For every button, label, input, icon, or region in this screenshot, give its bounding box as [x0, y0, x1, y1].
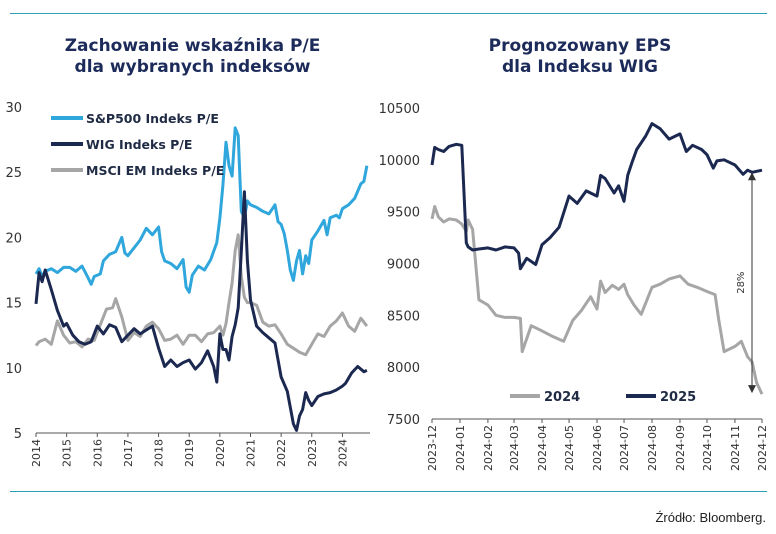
series-line-2025	[430, 122, 763, 271]
left-title-line1: Zachowanie wskaźnika P/E	[64, 36, 321, 56]
x-tick-label: 2017	[122, 439, 135, 467]
x-tick-label: 2024-10	[701, 425, 714, 471]
x-tick-label: 2024-09	[674, 425, 687, 471]
right-title-line2: dla Indeksu WIG	[502, 57, 658, 77]
right-title-line1: Prognozowany EPS	[488, 36, 672, 56]
x-tick-label: 2024-04	[536, 425, 549, 471]
y-tick-label: 5	[14, 427, 22, 442]
left-title-line2: dla wybranych indeksów	[74, 57, 311, 77]
x-tick-label: 2014	[30, 439, 43, 467]
x-tick-label: 2024-02	[482, 425, 495, 471]
y-tick-label: 15	[5, 297, 22, 312]
annotation-arrow-head-down	[748, 385, 756, 394]
annotation-label: 28%	[736, 272, 747, 294]
x-tick-label: 2020	[214, 439, 227, 467]
series-line-2	[34, 233, 369, 357]
legend-label: 2024	[544, 390, 580, 405]
annotation-arrow-head-up	[748, 172, 756, 181]
x-tick-label: 2016	[91, 439, 104, 467]
y-tick-label: 10	[5, 362, 22, 377]
x-tick-label: 2024	[336, 439, 349, 467]
source-note: Źródło: Bloomberg.	[655, 510, 766, 525]
x-tick-label: 2022	[275, 439, 288, 467]
left-pe-chart: 5 10 15 20 25 30 2014 2015 2016 2017 2018 2019 2020 2…	[5, 101, 370, 467]
x-tick-label: 2021	[244, 439, 257, 467]
legend-label: 2025	[660, 390, 696, 405]
x-tick-label: 2019	[183, 439, 196, 467]
x-tick-label: 2024-11	[729, 425, 742, 471]
right-chart-title: Prognozowany EPS dla Indeksu WIG	[410, 36, 750, 78]
series-line-2024	[430, 205, 764, 395]
left-chart-title: Zachowanie wskaźnika P/E dla wybranych i…	[20, 36, 365, 78]
bottom-rule	[10, 491, 767, 492]
y-tick-label: 8500	[387, 309, 420, 324]
x-tick-label: 2024-03	[508, 425, 521, 471]
right-eps-chart: 7500 8000 8500 9000 9500 10000 10500 2023-12 202…	[379, 102, 769, 471]
legend-label: MSCI EM Indeks P/E	[86, 163, 224, 178]
series-line-1	[34, 190, 368, 432]
y-tick-label: 10000	[379, 154, 420, 169]
x-tick-label: 2024-07	[618, 425, 631, 471]
y-tick-label: 30	[5, 101, 22, 116]
x-tick-label: 2024-12	[756, 425, 769, 471]
x-tick-label: 2023	[306, 439, 319, 467]
y-tick-label: 9500	[387, 206, 420, 221]
series-line-0	[34, 126, 369, 294]
y-tick-label: 7500	[387, 413, 420, 428]
x-tick-label: 2018	[153, 439, 166, 467]
x-tick-label: 2024-01	[454, 425, 467, 471]
y-tick-label: 9000	[387, 258, 420, 273]
x-tick-label: 2024-08	[646, 425, 659, 471]
legend-label: WIG Indeks P/E	[86, 137, 192, 152]
legend-label: S&P500 Indeks P/E	[86, 111, 219, 126]
top-rule	[10, 13, 767, 14]
y-tick-label: 20	[5, 231, 22, 246]
x-tick-label: 2015	[61, 439, 74, 467]
y-tick-label: 8000	[387, 361, 420, 376]
x-tick-label: 2023-12	[426, 425, 439, 471]
x-tick-label: 2024-06	[591, 425, 604, 471]
y-tick-label: 10500	[379, 102, 420, 117]
x-tick-label: 2024-05	[563, 425, 576, 471]
y-tick-label: 25	[5, 166, 22, 181]
